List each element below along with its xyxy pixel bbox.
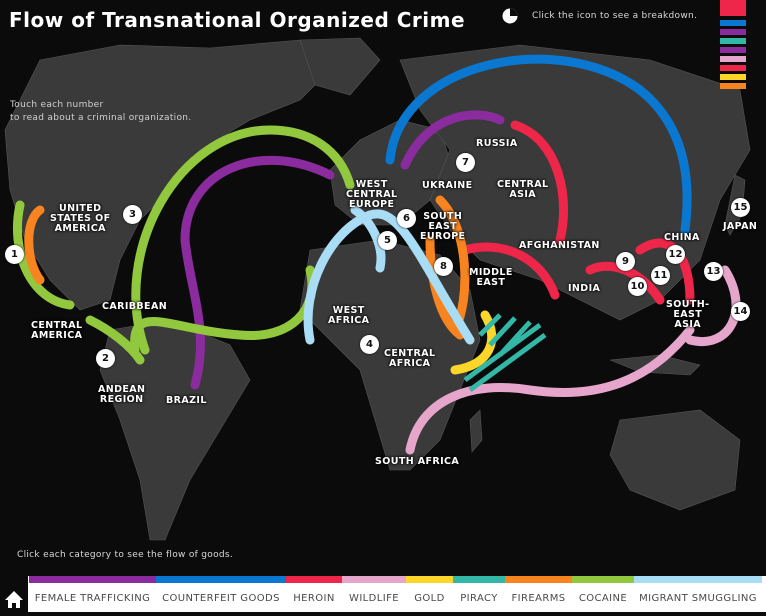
category-label: WILDLIFE	[349, 593, 399, 604]
category-piracy[interactable]: PIRACY	[453, 576, 505, 612]
migrant-route-1	[303, 209, 475, 345]
organization-marker-9[interactable]: 9	[616, 252, 635, 271]
piracy-zone	[463, 313, 547, 393]
migrant-route-2	[350, 205, 386, 273]
australia-shape	[609, 409, 741, 511]
label-afghanistan: AFGHANISTAN	[519, 240, 600, 251]
category-color-strip	[286, 576, 342, 583]
category-label: HEROIN	[293, 593, 335, 604]
label-central-africa: CENTRAL AFRICA	[384, 348, 436, 369]
label-india: INDIA	[568, 283, 601, 294]
label-central-america: CENTRAL AMERICA	[31, 320, 83, 341]
organization-marker-12[interactable]: 12	[666, 245, 685, 264]
organization-marker-7[interactable]: 7	[456, 153, 475, 172]
label-west-africa: WEST AFRICA	[328, 305, 370, 326]
gold-route	[450, 310, 497, 375]
category-firearms[interactable]: FIREARMS	[505, 576, 572, 612]
label-russia: RUSSIA	[476, 138, 518, 149]
organization-marker-2[interactable]: 2	[96, 349, 115, 368]
organization-marker-1[interactable]: 1	[5, 245, 24, 264]
organization-marker-10[interactable]: 10	[628, 277, 647, 296]
firearms-route-1	[24, 205, 45, 285]
breakdown-pie-icon[interactable]	[502, 8, 518, 24]
label-central-asia: CENTRAL ASIA	[497, 179, 549, 200]
label-china: CHINA	[664, 232, 700, 243]
organization-marker-6[interactable]: 6	[397, 209, 416, 228]
trafficking-route-russia	[400, 110, 505, 170]
category-heroin[interactable]: HEROIN	[286, 576, 342, 612]
label-andean-region: ANDEAN REGION	[98, 384, 146, 405]
organization-marker-14[interactable]: 14	[731, 302, 750, 321]
label-west-central-europe: WEST CENTRAL EUROPE	[346, 179, 398, 210]
category-color-strip	[453, 576, 505, 583]
category-gold[interactable]: GOLD	[406, 576, 453, 612]
category-color-strip	[634, 576, 762, 583]
organization-marker-5[interactable]: 5	[378, 231, 397, 250]
category-color-strip	[406, 576, 453, 583]
home-icon	[5, 591, 23, 608]
category-color-strip	[29, 576, 156, 583]
organization-marker-11[interactable]: 11	[651, 266, 670, 285]
organization-marker-4[interactable]: 4	[360, 335, 379, 354]
category-label: GOLD	[414, 593, 445, 604]
category-hint: Click each category to see the flow of g…	[17, 550, 234, 560]
page-title: Flow of Transnational Organized Crime	[9, 8, 466, 32]
home-button[interactable]	[0, 576, 28, 612]
label-united-states-of-america: UNITED STATES OF AMERICA	[50, 203, 111, 234]
category-color-strip	[505, 576, 572, 583]
label-south-east-europe: SOUTH EAST EUROPE	[420, 211, 466, 242]
organization-marker-3[interactable]: 3	[123, 205, 142, 224]
north-america-shape	[4, 39, 331, 311]
organization-marker-15[interactable]: 15	[731, 198, 750, 217]
label-brazil: BRAZIL	[166, 395, 207, 406]
category-color-strip	[572, 576, 634, 583]
firearms-route-3	[425, 235, 465, 340]
category-label: FEMALE TRAFFICKING	[34, 593, 151, 604]
wildlife-route-asia	[685, 265, 741, 346]
category-wildlife[interactable]: WILDLIFE	[342, 576, 406, 612]
label-caribbean: CARIBBEAN	[102, 301, 168, 312]
madagascar-shape	[469, 409, 483, 453]
label-japan: JAPAN	[723, 221, 758, 232]
heroin-route-middle	[460, 242, 560, 300]
cocaine-route-3	[12, 200, 75, 310]
counterfeit-route	[385, 54, 692, 235]
organization-marker-13[interactable]: 13	[704, 262, 723, 281]
category-migrant-smuggling[interactable]: MIGRANT SMUGGLING	[634, 576, 762, 612]
category-color-strip	[156, 576, 286, 583]
category-stack-icon[interactable]	[718, 0, 748, 100]
south-america-shape	[99, 319, 251, 541]
category-label: COUNTERFEIT GOODS	[162, 593, 280, 604]
category-color-strip	[342, 576, 406, 583]
category-label: PIRACY	[460, 593, 498, 604]
label-south-africa: SOUTH AFRICA	[375, 456, 460, 467]
wildlife-route-africa	[405, 325, 695, 455]
label-south-east-asia: SOUTH- EAST ASIA	[666, 299, 710, 330]
category-cocaine[interactable]: COCAINE	[572, 576, 634, 612]
greenland-shape	[299, 37, 381, 96]
category-label: FIREARMS	[511, 593, 566, 604]
organization-marker-8[interactable]: 8	[434, 257, 453, 276]
category-counterfeit-goods[interactable]: COUNTERFEIT GOODS	[156, 576, 286, 612]
cocaine-route-1	[131, 125, 355, 355]
label-middle-east: MIDDLE EAST	[469, 267, 513, 288]
category-label: MIGRANT SMUGGLING	[639, 593, 757, 604]
breakdown-hint: Click the icon to see a breakdown.	[532, 11, 698, 21]
category-female-trafficking[interactable]: FEMALE TRAFFICKING	[29, 576, 156, 612]
category-label: COCAINE	[578, 593, 628, 604]
label-ukraine: UKRAINE	[422, 180, 473, 191]
cocaine-route-4	[85, 315, 145, 365]
heroin-route-asia	[510, 120, 569, 245]
touch-hint: Touch each number to read about a crimin…	[10, 100, 192, 123]
